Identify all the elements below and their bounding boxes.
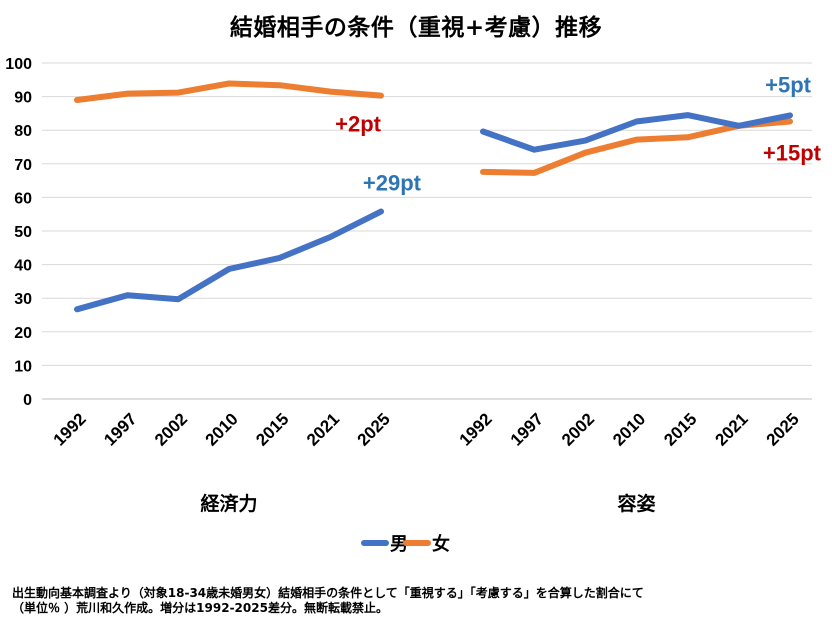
x-tick-label: 2010	[202, 409, 242, 449]
y-tick-label: 50	[14, 224, 32, 241]
x-tick-label: 2015	[252, 409, 292, 449]
footnote-line-2: （単位％ ）荒川和久作成。増分は1992-2025差分。無断転載禁止。	[12, 601, 388, 615]
annotation-label: +2pt	[335, 112, 382, 137]
series-line-male	[74, 208, 384, 313]
series-lines	[74, 80, 793, 313]
annotations: +2pt +29pt +5pt +15pt	[335, 72, 822, 195]
y-tick-label: 100	[5, 56, 32, 73]
x-tick-label: 2021	[711, 409, 751, 449]
x-tick-label: 1992	[50, 409, 90, 449]
chart-title: 結婚相手の条件（重視+考慮）推移	[229, 15, 603, 41]
y-tick-label: 90	[14, 90, 32, 107]
annotation-label: +29pt	[363, 171, 422, 196]
y-tick-label: 30	[14, 291, 32, 308]
y-tick-label: 80	[14, 123, 32, 140]
x-tick-label: 2021	[303, 409, 343, 449]
series-line-male	[480, 112, 793, 153]
x-tick-label: 2010	[609, 409, 649, 449]
series-line-female	[74, 80, 384, 103]
y-tick-label: 20	[14, 325, 32, 342]
group-label: 経済力	[200, 492, 257, 515]
y-axis: 0 10 20 30 40 50 60 70 80 90 100	[5, 56, 32, 409]
x-tick-label: 1997	[100, 409, 140, 449]
footnote-line-1: 出生動向基本調査より（対象18-34歳未婚男女）結婚相手の条件として「重視する」…	[12, 586, 644, 600]
x-tick-label: 1997	[507, 409, 547, 449]
legend-label: 男	[390, 534, 408, 554]
y-tick-label: 0	[23, 392, 32, 409]
group-label: 容姿	[617, 492, 655, 515]
annotation-label: +15pt	[763, 140, 822, 165]
y-tick-label: 70	[14, 157, 32, 174]
y-tick-label: 10	[14, 358, 32, 375]
gridlines	[42, 62, 812, 400]
x-axis: 1992 1997 2002 2010 2015 2021 2025 1992 1997 2002…	[50, 409, 803, 449]
x-tick-label: 2015	[660, 409, 700, 449]
y-tick-label: 60	[14, 190, 32, 207]
footnote: 出生動向基本調査より（対象18-34歳未婚男女）結婚相手の条件として「重視する」…	[12, 586, 822, 616]
legend-label: 女	[432, 533, 450, 554]
x-tick-label: 2025	[763, 409, 803, 449]
x-tick-label: 2025	[354, 409, 394, 449]
x-tick-label: 2002	[151, 409, 191, 449]
x-tick-label: 1992	[456, 409, 496, 449]
y-tick-label: 40	[14, 258, 32, 275]
legend: 男女	[361, 533, 450, 554]
x-tick-label: 2002	[558, 409, 598, 449]
annotation-label: +5pt	[765, 72, 812, 97]
group-labels: 経済力 容姿	[200, 492, 655, 515]
